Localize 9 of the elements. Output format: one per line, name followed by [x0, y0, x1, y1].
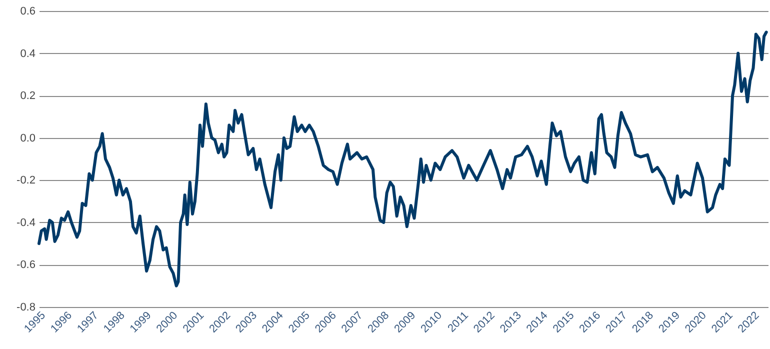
- y-tick-label: 0.4: [20, 48, 36, 60]
- y-tick-label: -0.8: [16, 302, 36, 314]
- y-tick-label: -0.2: [16, 174, 36, 187]
- y-tick-label: 0.0: [20, 132, 36, 144]
- y-tick-label: 0.2: [20, 90, 36, 102]
- y-tick-label: -0.4: [16, 216, 36, 229]
- line-series: [38, 30, 768, 288]
- y-tick-label: -0.6: [16, 259, 36, 272]
- y-tick-label: 0.6: [20, 6, 36, 18]
